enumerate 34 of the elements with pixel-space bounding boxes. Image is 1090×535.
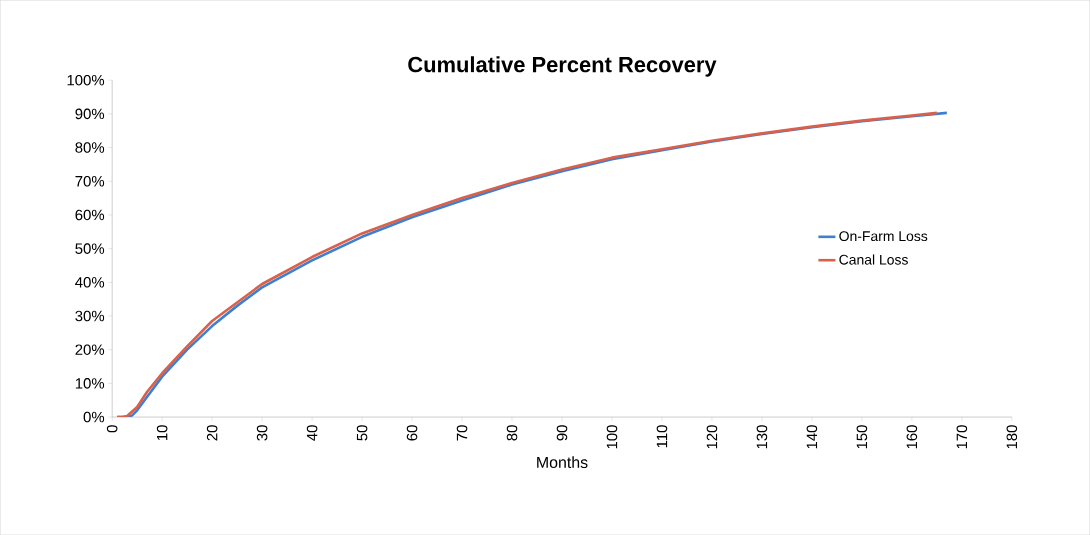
x-tick-label: 170 (956, 425, 968, 449)
legend-label: Canal Loss (839, 254, 908, 265)
x-tick-label: 150 (856, 425, 868, 449)
x-tick-label: 90 (556, 425, 568, 441)
x-tick-label: 180 (1006, 425, 1018, 449)
x-tick-label: 20 (206, 425, 218, 441)
y-tick-label: 80% (75, 142, 105, 153)
y-tick-label: 60% (75, 209, 105, 221)
x-tick-label: 100 (606, 425, 618, 449)
y-tick-label: 50% (75, 243, 105, 254)
x-tick-label: 130 (756, 425, 768, 449)
y-tick-label: 70% (75, 175, 105, 187)
y-tick-label: 40% (75, 276, 105, 288)
y-tick-label: 100% (67, 74, 105, 86)
y-tick-label: 30% (75, 310, 105, 322)
y-tick-label: 10% (75, 377, 105, 389)
x-tick-label: 80 (506, 425, 518, 441)
chart-title: Cumulative Percent Recovery (408, 56, 717, 77)
x-tick-label: 0 (106, 425, 118, 433)
x-tick-label: 10 (156, 425, 168, 440)
x-tick-label: 40 (306, 425, 318, 441)
y-tick-label: 20% (75, 344, 105, 355)
x-axis-title: Months (537, 456, 588, 468)
y-tick-label: 90% (75, 108, 105, 120)
x-tick-label: 60 (406, 425, 418, 441)
y-tick-label: 0% (83, 411, 105, 423)
x-tick-label: 50 (356, 425, 368, 441)
legend-label: On-Farm Loss (839, 231, 928, 241)
x-tick-label: 70 (456, 425, 468, 441)
x-tick-label: 120 (706, 425, 718, 449)
x-tick-label: 160 (906, 425, 918, 449)
x-tick-label: 140 (806, 425, 818, 449)
x-tick-label: 110 (656, 425, 668, 448)
x-tick-label: 30 (256, 425, 268, 441)
